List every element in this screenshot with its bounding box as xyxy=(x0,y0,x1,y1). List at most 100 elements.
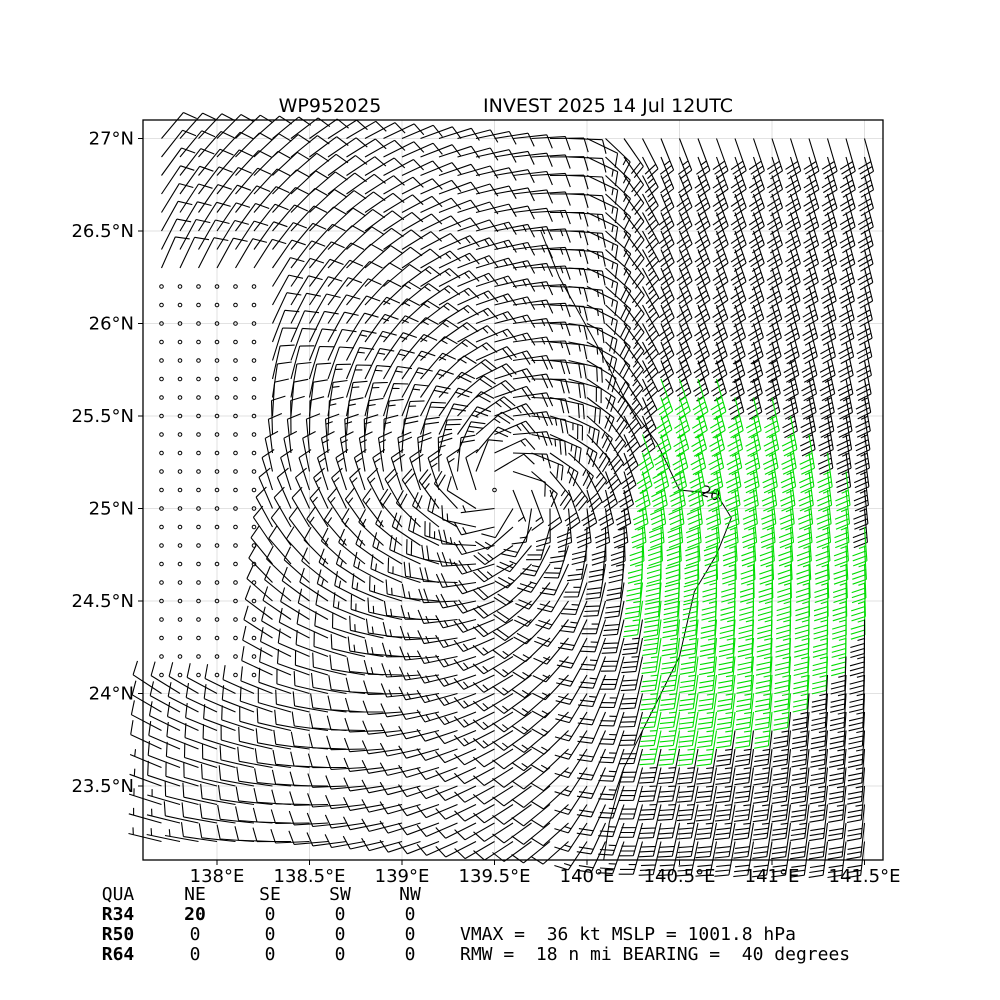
wind-barb xyxy=(370,554,403,584)
wind-barb xyxy=(851,582,866,622)
wind-barb xyxy=(511,748,551,772)
wind-barb xyxy=(712,230,729,272)
wind-barb xyxy=(852,508,868,549)
wind-barb xyxy=(512,373,554,389)
wind-barb xyxy=(618,822,644,857)
wind-barb xyxy=(599,674,625,709)
wind-barb xyxy=(710,378,727,420)
wind-barb xyxy=(764,378,781,420)
wind-barb xyxy=(747,341,764,383)
wind-barb xyxy=(216,219,249,250)
wind-barb xyxy=(821,138,838,180)
wind-barb xyxy=(659,674,681,711)
wind-barb xyxy=(801,323,818,365)
rmw-bearing-info: RMW = 18 n mi BEARING = 40 degrees xyxy=(460,944,850,965)
wind-barb xyxy=(512,207,553,222)
wind-barb xyxy=(601,619,625,654)
wind-barb xyxy=(677,730,699,767)
wind-barb xyxy=(435,573,477,588)
wind-barb xyxy=(838,341,854,383)
wind-barb xyxy=(501,526,532,558)
wind-barb xyxy=(816,489,832,530)
wind-barb xyxy=(309,189,348,213)
wind-barb xyxy=(416,785,458,800)
wind-barb xyxy=(457,237,499,251)
calm-marker xyxy=(177,561,183,567)
wind-barb xyxy=(398,745,440,759)
wind-barb xyxy=(681,600,699,639)
calm-marker xyxy=(233,395,238,400)
calm-marker xyxy=(251,635,257,641)
wind-barb xyxy=(664,563,681,603)
calm-marker xyxy=(159,561,164,567)
wind-barb xyxy=(398,666,440,681)
wind-barb xyxy=(472,600,514,619)
wind-barb xyxy=(803,156,820,198)
wind-barb xyxy=(712,304,729,346)
wind-barb xyxy=(475,311,517,325)
wind-barb xyxy=(639,748,662,784)
wind-barb xyxy=(827,804,847,842)
wind-barb xyxy=(837,378,854,420)
wind-barb xyxy=(848,693,866,732)
wind-barb xyxy=(657,822,681,858)
wind-barb xyxy=(252,807,292,824)
wind-barb xyxy=(549,359,587,379)
wind-barb xyxy=(271,344,295,380)
wind-barb xyxy=(296,609,329,639)
wind-barb xyxy=(640,656,662,693)
wind-barb xyxy=(435,841,477,858)
wind-barb xyxy=(438,355,477,380)
calm-marker xyxy=(159,450,164,456)
wind-barb xyxy=(216,184,252,213)
wind-barb xyxy=(308,345,335,380)
wind-barb xyxy=(642,193,659,235)
wind-barb xyxy=(345,677,384,695)
wind-barb xyxy=(146,828,181,843)
wind-barb xyxy=(766,304,782,346)
wind-barb xyxy=(364,365,392,398)
calm-marker xyxy=(233,543,238,548)
wind-barb xyxy=(672,434,689,476)
calm-marker xyxy=(214,506,220,511)
wind-barb xyxy=(737,619,755,658)
calm-marker xyxy=(177,635,183,641)
wind-barb xyxy=(741,526,757,567)
wind-barb xyxy=(364,381,388,417)
y-tick-label: 25°N xyxy=(89,499,134,520)
wind-barb xyxy=(605,397,628,436)
wind-barb xyxy=(438,270,480,287)
wind-barb xyxy=(693,360,710,402)
wind-barb xyxy=(687,471,705,512)
wind-barb xyxy=(327,346,354,380)
wind-barb xyxy=(679,656,699,693)
wind-barb xyxy=(323,507,347,546)
wind-barb xyxy=(554,711,588,742)
wind-barb xyxy=(838,323,855,365)
wind-barb xyxy=(857,249,874,291)
wind-barb xyxy=(796,545,812,585)
wind-contour: 20 xyxy=(540,230,732,861)
wind-barb xyxy=(218,765,255,787)
wind-barb xyxy=(766,156,784,198)
wind-barb xyxy=(586,193,619,224)
wind-barb xyxy=(472,582,514,601)
wind-barb xyxy=(420,285,461,306)
wind-barb xyxy=(752,822,773,859)
wind-barb xyxy=(494,403,536,418)
wind-barb xyxy=(652,452,670,494)
calm-marker xyxy=(251,469,257,474)
wind-barb xyxy=(820,286,837,328)
wind-barb xyxy=(680,619,699,657)
wind-barb xyxy=(276,669,310,695)
wind-barb xyxy=(494,563,532,589)
wind-barb xyxy=(677,767,699,803)
wind-barb xyxy=(382,365,412,398)
wind-barb xyxy=(753,748,773,786)
wind-barb xyxy=(511,822,551,845)
wind-barb xyxy=(623,175,645,215)
wind-barb xyxy=(549,526,570,564)
wind-barb xyxy=(369,576,403,602)
wind-barb xyxy=(346,657,384,676)
wind-barb xyxy=(780,452,797,494)
